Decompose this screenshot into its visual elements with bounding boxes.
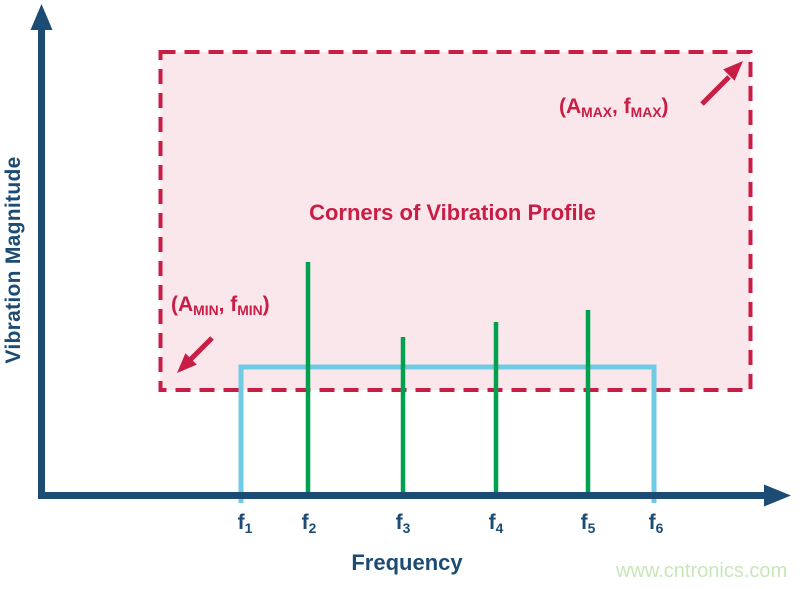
y-axis-arrowhead-icon [30, 4, 53, 30]
flat-band-outline [238, 364, 657, 503]
min-annotation-arrow-line [188, 336, 214, 362]
annotation-text: , f [611, 95, 631, 118]
annotation-subscript: MIN [193, 301, 219, 318]
tick-subscript: 5 [587, 519, 596, 536]
annotation-text: (A [559, 95, 582, 118]
annotation-subscript: MAX [630, 103, 662, 120]
tick-subscript: 1 [244, 519, 253, 536]
freq-tick-f5: f5 [566, 511, 610, 536]
tick-subscript: 2 [308, 519, 317, 536]
x-axis-title: Frequency [351, 550, 463, 575]
watermark: www.cntronics.com [616, 560, 788, 582]
max-annotation-arrow-line [700, 75, 731, 106]
tick-subscript: 4 [495, 519, 504, 536]
tick-text: f [488, 511, 496, 534]
x-axis-arrowhead-icon [764, 484, 791, 507]
min-corner-annotation: (AMIN, fMIN) [171, 293, 270, 318]
annotation-text: ) [262, 293, 270, 316]
tick-text: f [301, 511, 309, 534]
tick-subscript: 3 [402, 519, 411, 536]
vibration-profile-box [158, 50, 753, 392]
freq-tick-f1: f1 [223, 511, 267, 536]
min-annotation-arrowhead-icon [177, 353, 197, 373]
freq-tick-f2: f2 [287, 511, 331, 536]
profile-box-title: Corners of Vibration Profile [309, 200, 596, 225]
annotation-text: (A [171, 293, 194, 316]
y-axis-title: Vibration Magnitude [2, 156, 25, 364]
tick-text: f [395, 511, 403, 534]
annotation-subscript: MAX [581, 103, 612, 120]
y-axis-line [38, 26, 45, 499]
tick-text: f [580, 511, 588, 534]
tick-text: f [237, 511, 245, 534]
x-axis-line [38, 492, 766, 499]
max-corner-annotation: (AMAX, fMAX) [559, 95, 669, 120]
annotation-subscript: MIN [237, 301, 263, 318]
freq-tick-f6: f6 [634, 511, 678, 536]
max-annotation-arrowhead-icon [723, 61, 743, 81]
annotation-text: ) [661, 95, 669, 118]
tick-subscript: 6 [655, 519, 664, 536]
freq-tick-f4: f4 [474, 511, 518, 536]
annotation-text: , f [218, 293, 238, 316]
tick-text: f [648, 511, 656, 534]
freq-tick-f3: f3 [381, 511, 425, 536]
